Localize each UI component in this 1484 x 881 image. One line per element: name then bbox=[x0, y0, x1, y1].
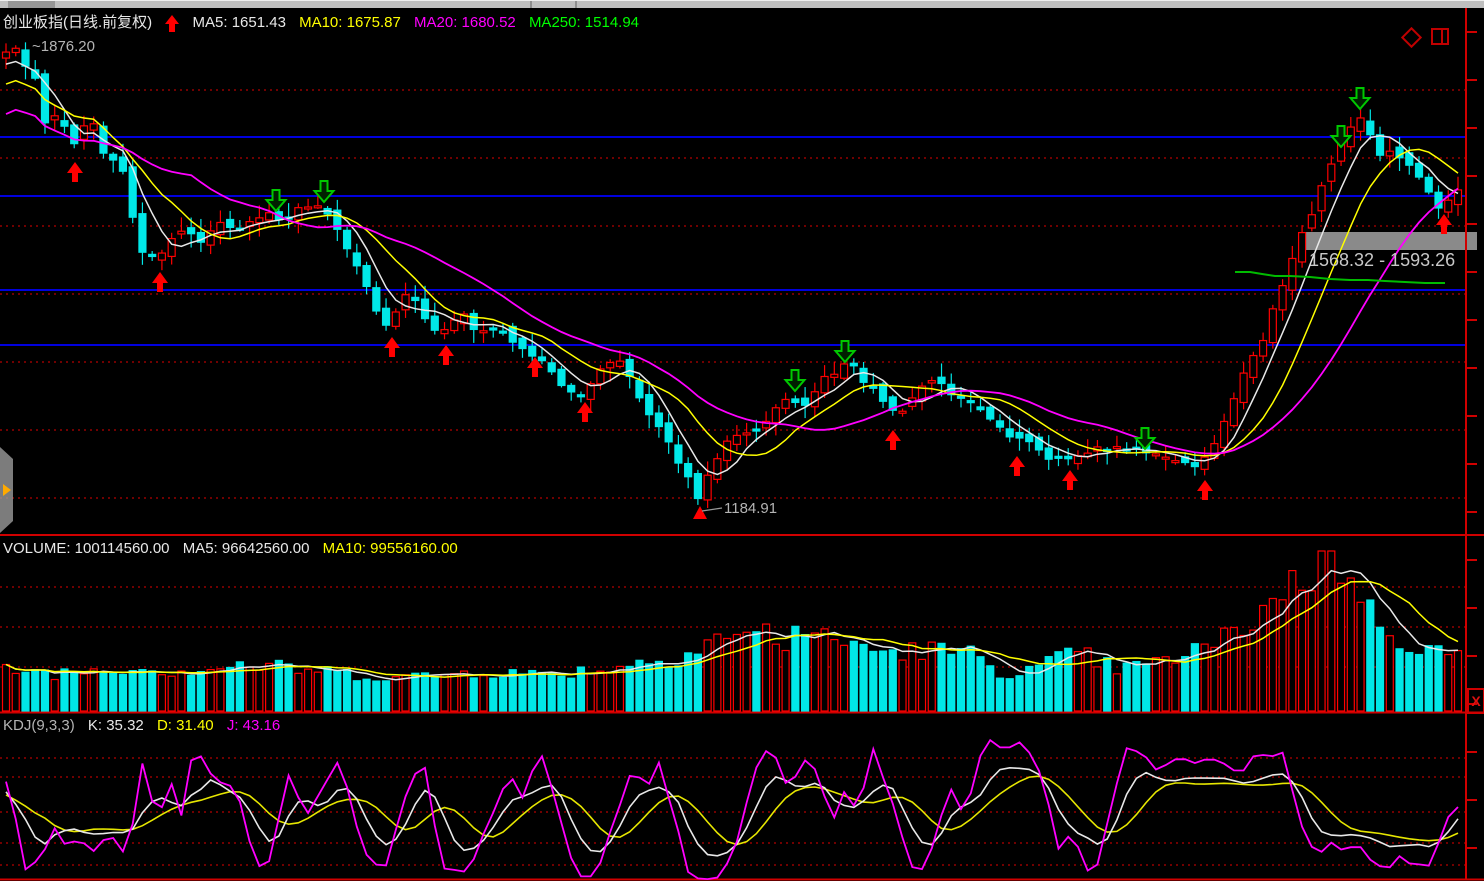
price-range-label: 1568.32 - 1593.26 bbox=[1309, 250, 1456, 270]
ma5-value: MA5: 1651.43 bbox=[192, 14, 286, 31]
kdj-header: KDJ(9,3,3) K: 35.32 D: 31.40 J: 43.16 bbox=[3, 717, 289, 734]
volume-ma10-value: MA10: 99556160.00 bbox=[322, 540, 458, 557]
ma10-value: MA10: 1675.87 bbox=[299, 14, 401, 31]
scrollbar-separator bbox=[575, 1, 577, 8]
low-price-label: 1184.91 bbox=[724, 500, 778, 517]
up-arrow-icon bbox=[165, 14, 180, 32]
high-price-label: ~1876.20 bbox=[32, 38, 95, 55]
window-controls bbox=[1400, 26, 1449, 50]
ma250-value: MA250: 1514.94 bbox=[528, 14, 640, 31]
split-window-icon[interactable] bbox=[1431, 28, 1449, 45]
sidebar-expand-handle[interactable] bbox=[0, 447, 13, 533]
volume-header: VOLUME: 100114560.00 MA5: 96642560.00 MA… bbox=[3, 540, 467, 557]
expand-arrow-icon bbox=[3, 484, 11, 496]
scrollbar-separator bbox=[530, 1, 532, 8]
kdj-j-value: J: 43.16 bbox=[226, 717, 281, 734]
close-button[interactable]: X bbox=[1467, 688, 1484, 714]
volume-ma5-value: MA5: 96642560.00 bbox=[182, 540, 310, 557]
kdj-d-value: D: 31.40 bbox=[156, 717, 214, 734]
kdj-k-value: K: 35.32 bbox=[87, 717, 144, 734]
kdj-label: KDJ(9,3,3) bbox=[3, 717, 75, 734]
scrollbar-thumb[interactable] bbox=[8, 1, 55, 8]
ma20-value: MA20: 1680.52 bbox=[414, 14, 516, 31]
chart-title: 创业板指(日线.前复权) bbox=[3, 14, 153, 31]
top-scrollbar[interactable] bbox=[0, 0, 1484, 8]
volume-value: VOLUME: 100114560.00 bbox=[3, 540, 170, 557]
diamond-icon[interactable] bbox=[1400, 26, 1423, 49]
main-chart-header: 创业板指(日线.前复权) MA5: 1651.43 MA10: 1675.87 … bbox=[3, 11, 648, 32]
